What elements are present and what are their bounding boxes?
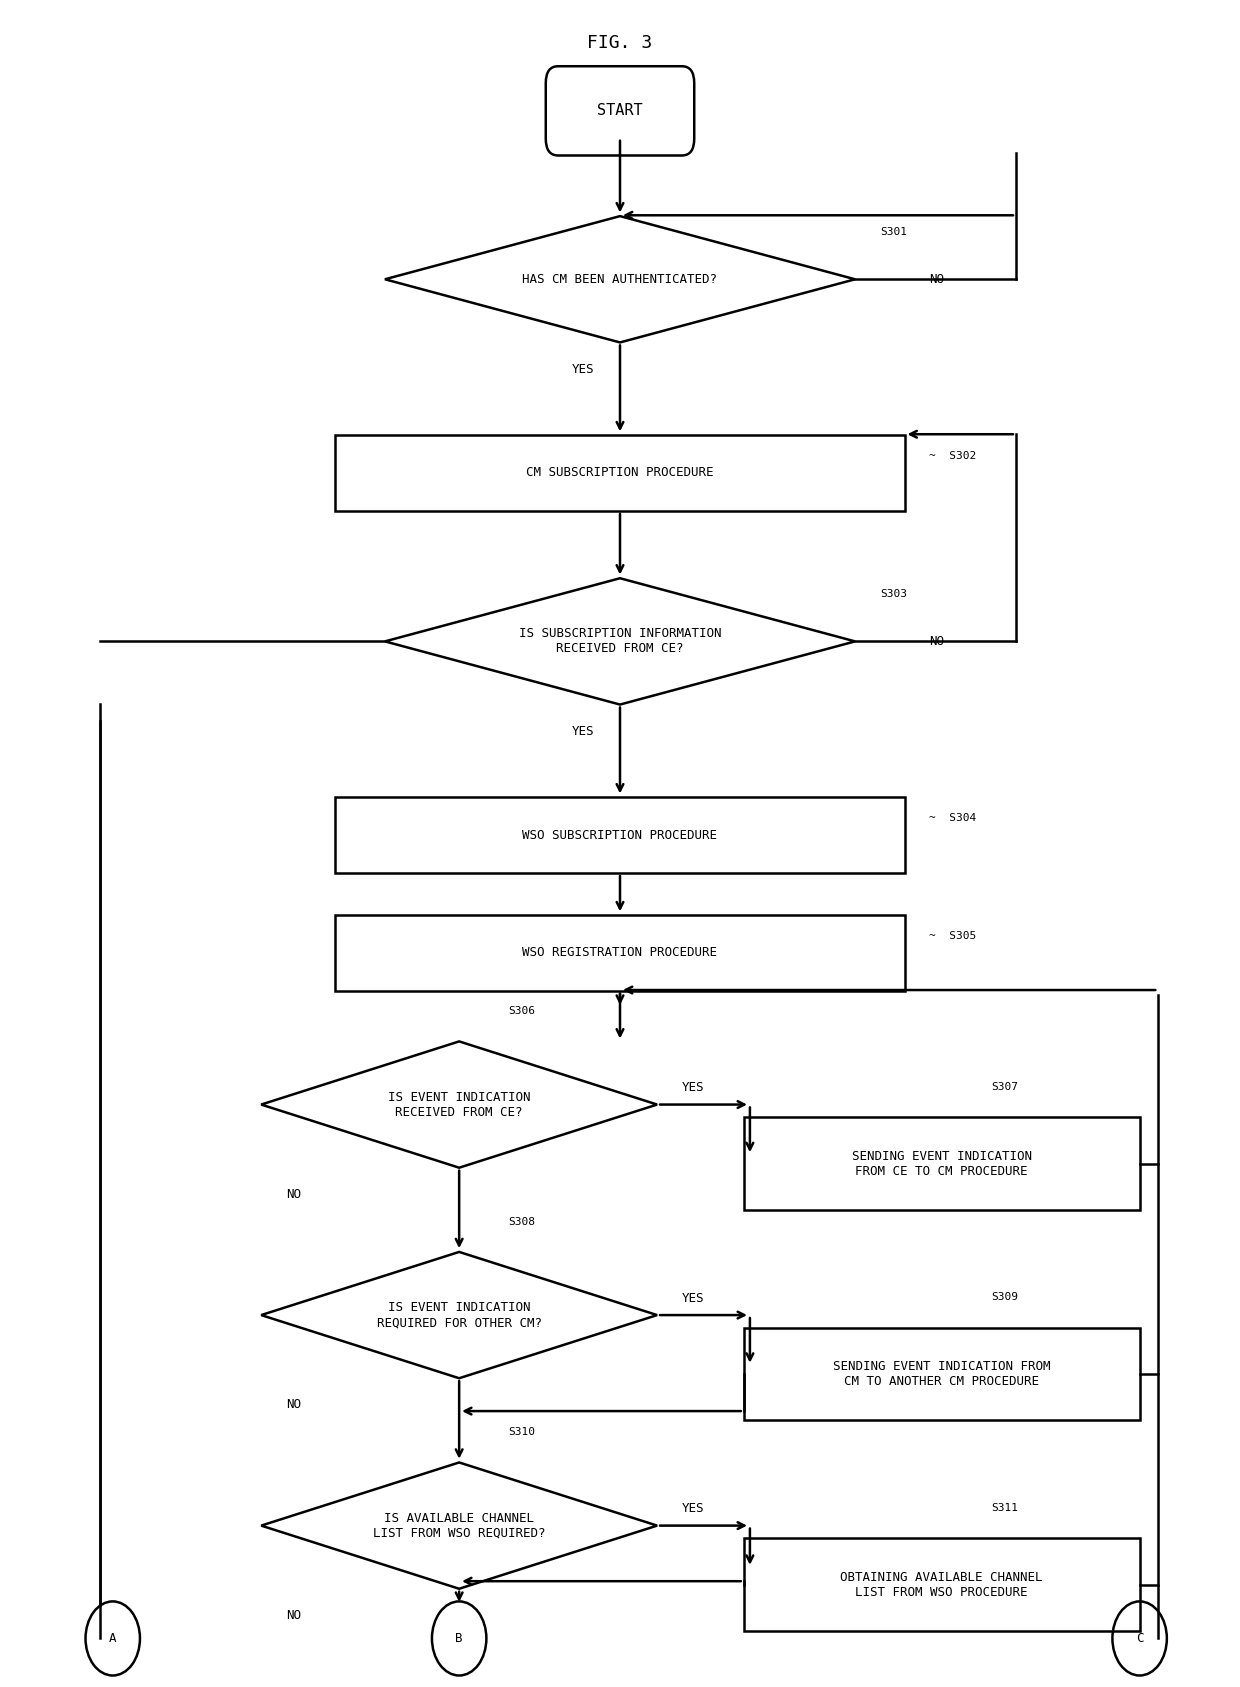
Text: WSO REGISTRATION PROCEDURE: WSO REGISTRATION PROCEDURE [522,946,718,960]
Bar [336,914,904,990]
Text: S307: S307 [991,1081,1018,1091]
Text: S303: S303 [880,589,906,599]
Text: S309: S309 [991,1292,1018,1302]
Text: IS EVENT INDICATION
REQUIRED FOR OTHER CM?: IS EVENT INDICATION REQUIRED FOR OTHER C… [377,1301,542,1329]
Text: YES: YES [572,725,594,737]
Text: SENDING EVENT INDICATION
FROM CE TO CM PROCEDURE: SENDING EVENT INDICATION FROM CE TO CM P… [852,1149,1032,1178]
Bar [744,1117,1140,1210]
Text: START: START [598,103,642,118]
Text: S311: S311 [991,1503,1018,1513]
Text: NO: NO [286,1399,301,1412]
Text: B: B [455,1631,463,1645]
Polygon shape [384,579,856,705]
Text: WSO SUBSCRIPTION PROCEDURE: WSO SUBSCRIPTION PROCEDURE [522,828,718,842]
Bar [336,798,904,872]
Text: YES: YES [572,363,594,376]
Text: IS AVAILABLE CHANNEL
LIST FROM WSO REQUIRED?: IS AVAILABLE CHANNEL LIST FROM WSO REQUI… [373,1512,546,1540]
Text: ~  S302: ~ S302 [929,450,977,461]
Bar [336,435,904,511]
Polygon shape [262,1463,657,1589]
Text: HAS CM BEEN AUTHENTICATED?: HAS CM BEEN AUTHENTICATED? [522,273,718,285]
FancyBboxPatch shape [546,66,694,155]
Text: SENDING EVENT INDICATION FROM
CM TO ANOTHER CM PROCEDURE: SENDING EVENT INDICATION FROM CM TO ANOT… [833,1360,1050,1388]
Text: YES: YES [682,1081,704,1095]
Text: S301: S301 [880,228,906,238]
Text: S306: S306 [508,1005,536,1016]
Text: OBTAINING AVAILABLE CHANNEL
LIST FROM WSO PROCEDURE: OBTAINING AVAILABLE CHANNEL LIST FROM WS… [841,1571,1043,1599]
Text: YES: YES [682,1292,704,1304]
Text: NO: NO [286,1609,301,1621]
Bar [744,1539,1140,1631]
Polygon shape [262,1041,657,1167]
Text: NO: NO [929,273,945,285]
Text: A: A [109,1631,117,1645]
Text: S308: S308 [508,1216,536,1226]
Text: FIG. 3: FIG. 3 [588,34,652,52]
Polygon shape [262,1252,657,1378]
Text: ~  S304: ~ S304 [929,813,977,823]
Text: CM SUBSCRIPTION PROCEDURE: CM SUBSCRIPTION PROCEDURE [526,467,714,479]
Bar [744,1328,1140,1420]
Text: NO: NO [286,1188,301,1201]
Text: YES: YES [682,1501,704,1515]
Text: C: C [1136,1631,1143,1645]
Text: IS EVENT INDICATION
RECEIVED FROM CE?: IS EVENT INDICATION RECEIVED FROM CE? [388,1090,531,1118]
Text: NO: NO [929,634,945,648]
Text: IS SUBSCRIPTION INFORMATION
RECEIVED FROM CE?: IS SUBSCRIPTION INFORMATION RECEIVED FRO… [518,628,722,655]
Polygon shape [384,216,856,342]
Text: ~  S305: ~ S305 [929,931,977,941]
Text: S310: S310 [508,1427,536,1437]
